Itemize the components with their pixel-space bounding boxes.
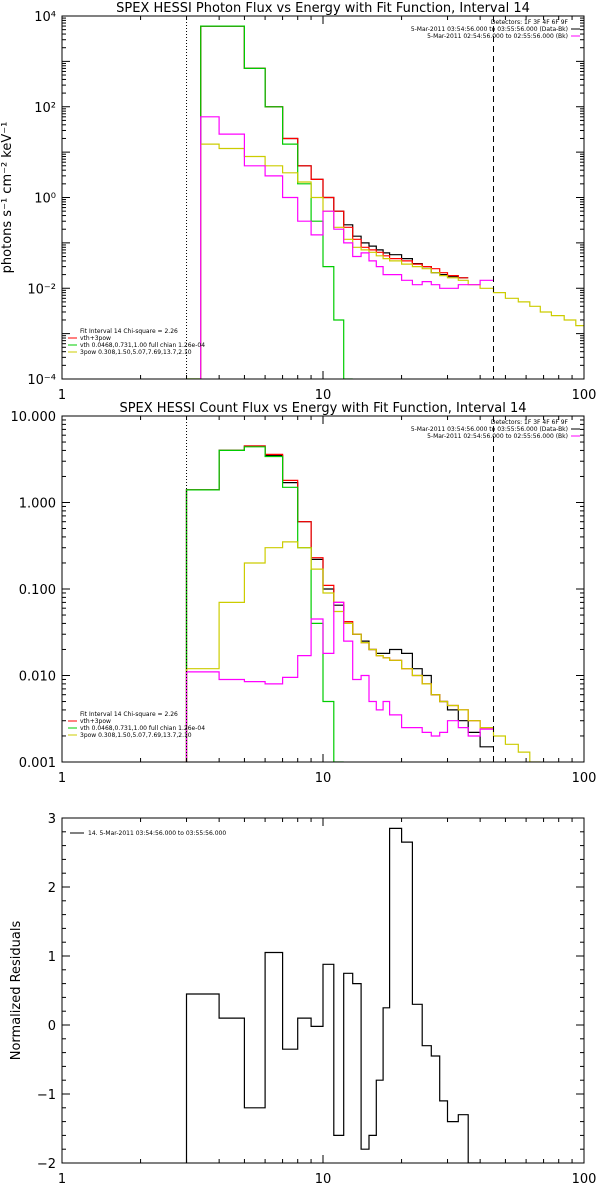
legend-entry: 5-Mar-2011 03:54:56.000 to 03:55:56.000 …: [411, 26, 568, 33]
y-tick-label: 0: [48, 1019, 56, 1034]
x-tick-label: 1: [58, 388, 66, 403]
x-tick-label: 100: [572, 388, 597, 403]
series-line-data-bk: [200, 25, 469, 379]
y-tick-label: 10⁴: [34, 10, 56, 25]
series-line-3pow: [185, 541, 541, 762]
chart-title: SPEX HESSI Photon Flux vs Energy with Fi…: [116, 1, 530, 16]
y-tick-label: 1: [48, 950, 56, 965]
legend-entry: 5-Mar-2011 02:54:56.000 to 02:55:56.000 …: [427, 433, 568, 440]
x-tick-label: 100: [572, 1172, 597, 1187]
series-line-residuals: [185, 827, 481, 1163]
legend-entry: 14. 5-Mar-2011 03:54:56.000 to 03:55:56.…: [88, 830, 226, 837]
y-tick-label: 10⁰: [34, 192, 56, 207]
legend-entry: vth+3pow: [80, 718, 111, 725]
y-tick-label: 0.010: [19, 670, 56, 685]
chart-panel-1: SPEX HESSI Photon Flux vs Energy with Fi…: [0, 1, 596, 403]
series-line-data-bk: [185, 445, 494, 762]
y-tick-label: 10²: [34, 101, 56, 116]
y-tick-label: 10.000: [11, 410, 57, 425]
y-tick-label: 10⁻²: [27, 282, 56, 297]
y-tick-label: 1.000: [19, 497, 56, 512]
x-tick-label: 10: [315, 771, 332, 786]
legend-entry: Fit Interval 14 Chi-square = 2.26: [80, 328, 178, 335]
legend-entry: 5-Mar-2011 02:54:56.000 to 02:55:56.000 …: [427, 33, 568, 40]
series-line-bk: [200, 116, 494, 379]
series-line-vth: [185, 446, 344, 762]
series-line-3pow: [186, 143, 584, 379]
x-tick-label: 10: [315, 1172, 332, 1187]
legend-entry: 5-Mar-2011 03:54:56.000 to 03:55:56.000 …: [411, 426, 568, 433]
x-tick-label: 10: [315, 388, 332, 403]
y-axis-label: photons s⁻¹ cm⁻² keV⁻¹: [0, 122, 15, 274]
y-tick-label: 2: [48, 881, 56, 896]
legend-entry: vth 0.0468,0.731,1.00 full chian 1.26e-0…: [80, 725, 205, 732]
chart-panel-2: SPEX HESSI Count Flux vs Energy with Fit…: [11, 401, 597, 786]
y-tick-label: −1: [37, 1088, 56, 1103]
legend-entry: Detectors: 1F 3F 4F 6F 9F: [491, 419, 569, 426]
legend-entry: vth 0.0468,0.731,1.00 full chian 1.26e-0…: [80, 342, 205, 349]
series-line-vth: [186, 25, 353, 379]
legend-entry: 3pow 0.308,1.50,5.07,7.69,13.7,2.10: [80, 732, 192, 739]
x-tick-label: 1: [58, 771, 66, 786]
y-tick-label: 0.100: [19, 583, 56, 598]
x-tick-label: 1: [58, 1172, 66, 1187]
series-line-vth-3pow: [200, 25, 469, 379]
y-tick-label: −2: [37, 1157, 56, 1172]
legend-entry: 3pow 0.308,1.50,5.07,7.69,13.7,2.10: [80, 349, 192, 356]
y-tick-label: 10⁻⁴: [27, 373, 56, 388]
y-tick-label: 0.001: [19, 756, 56, 771]
y-tick-label: 3: [48, 812, 56, 827]
x-tick-label: 100: [572, 771, 597, 786]
series-line-vth-3pow: [185, 445, 494, 762]
chart-title: SPEX HESSI Count Flux vs Energy with Fit…: [119, 401, 526, 416]
legend-entry: vth+3pow: [80, 335, 111, 342]
y-axis-label: Normalized Residuals: [9, 921, 24, 1061]
series-line-bk: [185, 601, 494, 762]
chart-panel-3: 1 10 100 −2 −1 0 1 2 3 Normalized Residuals 14. 5-…: [9, 812, 596, 1187]
legend-entry: Detectors: 1F 3F 4F 6F 9F: [491, 19, 569, 26]
legend-entry: Fit Interval 14 Chi-square = 2.26: [80, 711, 178, 718]
